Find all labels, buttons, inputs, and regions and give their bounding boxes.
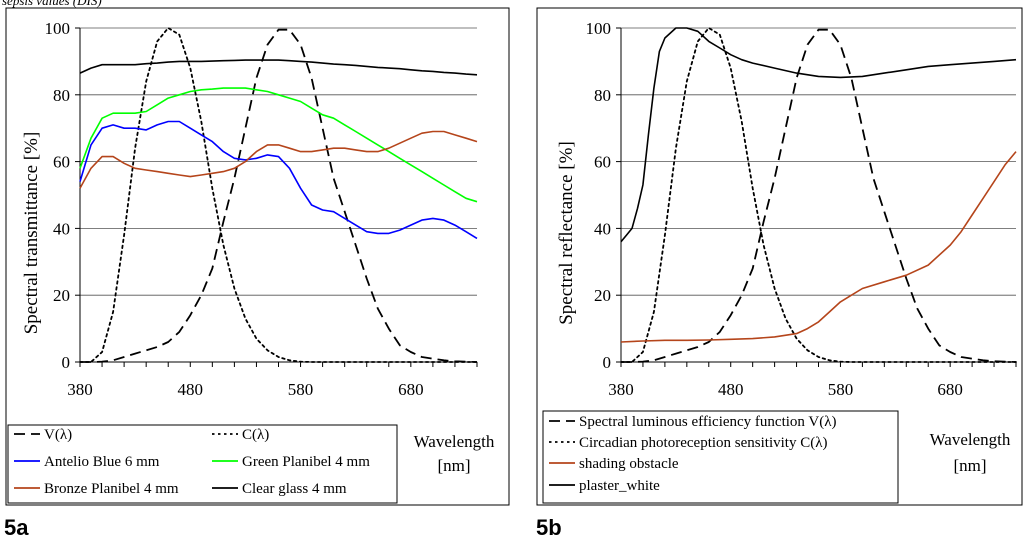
chart-5a-x-tick-label: 680: [398, 380, 424, 399]
chart-5b-y-tick-label: 40: [594, 219, 611, 238]
chart-5b-series-plaster-white: [620, 27, 1017, 243]
chart-5a-legend-label-v: V(λ): [44, 427, 72, 443]
chart-5a: Spectral transmittance [%] 0 20 40 60 80 100 3…: [5, 7, 510, 506]
chart-5b-grid: [620, 27, 1016, 363]
chart-5b-x-tick-label: 680: [937, 380, 963, 399]
chart-5a-x-tick-label: 480: [178, 380, 204, 399]
chart-5a-y-tick-label: 40: [53, 219, 70, 238]
chart-5a-legend-entries: V(λ) C(λ) Antelio Blue 6 mm Green Planibel …: [14, 427, 370, 497]
chart-5b-x-tick-label: 380: [608, 380, 634, 399]
chart-5a-x-tick-label: 580: [288, 380, 314, 399]
chart-5b-xlabel-line2: [nm]: [953, 456, 986, 475]
chart-5b-legend-label-plaster-white: plaster_white: [579, 478, 660, 494]
header-text: sepsis values (DIS): [2, 0, 102, 8]
figure-label-5b: 5b: [536, 515, 562, 540]
chart-5b-xlabel-line1: Wavelength: [930, 430, 1011, 449]
chart-5b-series-circadian-photoreception-sensitivity-c: [620, 27, 1017, 363]
figure-label-5a: 5a: [4, 515, 29, 540]
chart-5b-y-tick-label: 80: [594, 86, 611, 105]
chart-5a-y-tick-label: 60: [53, 153, 70, 172]
chart-5b-legend: [542, 410, 899, 504]
chart-5a-x-tick-label: 380: [67, 380, 93, 399]
chart-5b-y-tick-label: 0: [603, 353, 612, 372]
chart-5a-ylabel: Spectral transmittance [%]: [21, 132, 42, 335]
chart-5a-series-bronze-planibel-4-mm: [79, 130, 478, 189]
chart-5a-y-tick-label: 0: [62, 353, 71, 372]
chart-5b-x-tick-label: 580: [828, 380, 854, 399]
chart-5a-xlabel-line2: [nm]: [437, 456, 470, 475]
chart-5a-legend-label-bronze-planibel-4-mm: Bronze Planibel 4 mm: [44, 481, 179, 497]
chart-5b-series-spectral-luminous-efficiency-function-v: [621, 28, 1017, 363]
chart-5a-ticks: 0 20 40 60 80 100 380 480 580 680: [45, 19, 478, 399]
chart-5b-legend-label-circadian-photoreception-sensitivity-c: Circadian photoreception sensitivity C(λ…: [579, 435, 827, 451]
chart-5a-legend: [7, 424, 398, 504]
chart-5b-series-shading-obstacle: [620, 151, 1017, 343]
chart-5a-legend-label-antelio-blue-6-mm: Antelio Blue 6 mm: [44, 454, 160, 470]
chart-5a-y-tick-label: 100: [45, 19, 71, 38]
chart-5a-legend-label-c: C(λ): [242, 427, 269, 443]
chart-5b-y-tick-label: 100: [586, 19, 612, 38]
chart-5b-y-tick-label: 20: [594, 286, 611, 305]
chart-5a-y-tick-label: 20: [53, 286, 70, 305]
chart-5a-series-green-planibel-4-mm: [79, 87, 478, 203]
chart-5b-legend-label-spectral-luminous-efficiency-function-v: Spectral luminous efficiency function V(…: [579, 414, 836, 430]
chart-5a-series-v: [80, 28, 478, 363]
chart-5a-legend-label-clear-glass-4-mm: Clear glass 4 mm: [242, 481, 347, 497]
chart-5b-legend-entries: Spectral luminous efficiency function V(…: [549, 414, 836, 494]
chart-5b-ylabel: Spectral reflectance [%]: [556, 141, 577, 325]
chart-5b-ticks: 0 20 40 60 80 100 380 480 580 680: [586, 19, 1017, 399]
chart-5b-x-tick-label: 480: [718, 380, 744, 399]
chart-5a-xlabel-line1: Wavelength: [414, 432, 495, 451]
chart-5a-legend-label-green-planibel-4-mm: Green Planibel 4 mm: [242, 454, 370, 470]
chart-5b-series: [620, 27, 1017, 363]
chart-5a-frame: [5, 7, 510, 506]
chart-5a-y-tick-label: 80: [53, 86, 70, 105]
chart-5b: Spectral reflectance [%] 0 20 40 60 80 100 380…: [536, 7, 1023, 506]
chart-5b-legend-label-shading-obstacle: shading obstacle: [579, 456, 679, 472]
chart-5a-series-antelio-blue-6-mm: [79, 120, 478, 240]
chart-5b-y-tick-label: 60: [594, 153, 611, 172]
chart-5a-series-clear-glass-4-mm: [79, 59, 478, 76]
